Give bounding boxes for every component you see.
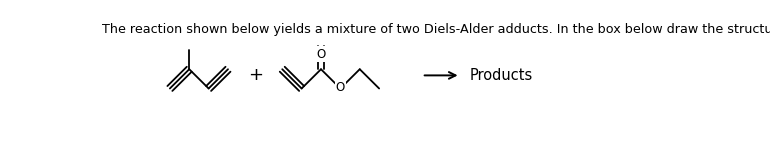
Text: O: O [316, 48, 326, 61]
Text: +: + [248, 66, 263, 84]
Text: Products: Products [470, 68, 533, 83]
Text: O: O [336, 81, 345, 94]
Text: The reaction shown below yields a mixture of two Diels-Alder adducts. In the box: The reaction shown below yields a mixtur… [102, 23, 770, 36]
